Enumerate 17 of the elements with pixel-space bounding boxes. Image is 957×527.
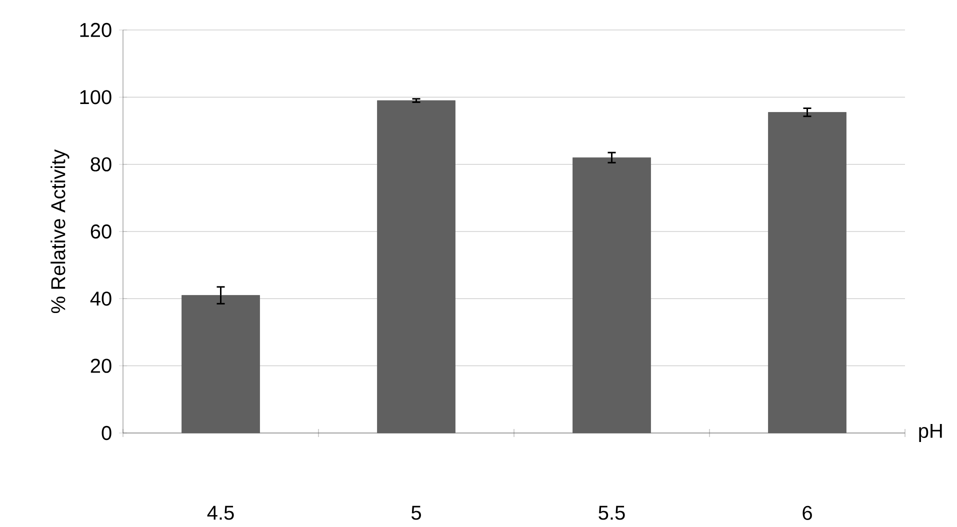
y-tick-label: 0	[102, 426, 112, 440]
x-axis-title: pH	[919, 424, 942, 442]
y-axis-title: % Relative Activity	[50, 149, 70, 314]
y-tick-label: 120	[80, 23, 112, 38]
bar	[572, 158, 651, 434]
y-tick-label: 60	[90, 224, 112, 239]
x-tick-label: 4.5	[207, 506, 234, 520]
y-tick-label: 100	[80, 90, 112, 104]
bar	[768, 112, 846, 434]
bar	[377, 100, 456, 434]
x-tick-label: 5.5	[598, 506, 625, 520]
x-tick-label: 5	[411, 506, 421, 520]
bar	[182, 295, 260, 434]
y-tick-label: 40	[90, 292, 112, 306]
y-tick-label: 80	[90, 157, 112, 172]
y-tick-label: 20	[90, 358, 112, 374]
x-tick-label: 6	[802, 506, 812, 520]
